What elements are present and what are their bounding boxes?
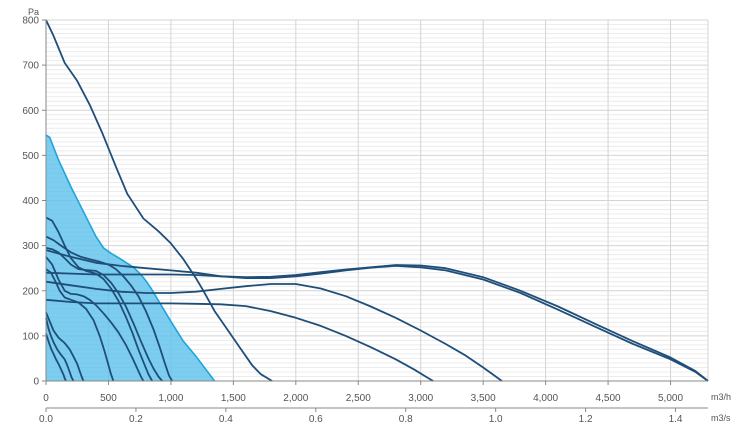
x2-tick-label: 1.2 [579, 414, 593, 425]
x2-tick-label: 0.6 [309, 414, 323, 425]
series-line-7 [45, 247, 163, 382]
x2-unit-label: m3/s [711, 413, 731, 423]
x-tick-label: 3,000 [408, 393, 433, 404]
series-line-9 [45, 256, 145, 382]
series-line-13 [45, 333, 67, 382]
series-line-10 [45, 268, 115, 382]
highlighted-area [46, 135, 215, 381]
series-line-6 [45, 235, 173, 382]
x2-tick-label: 0.0 [39, 414, 53, 425]
x-tick-label: 2,000 [283, 393, 308, 404]
axes [42, 19, 708, 412]
x-tick-label: 0 [43, 393, 49, 404]
y-tick-label: 0 [33, 377, 39, 388]
y-tick-label: 200 [22, 286, 39, 297]
x2-tick-labels: 0.0 0.2 0.4 0.6 0.8 1.0 1.2 1.4 [39, 414, 683, 425]
x-tick-labels: 0 500 1,000 1,500 2,000 2,500 3,000 3,500 4,000 4… [43, 393, 683, 404]
x-tick-label: 500 [100, 393, 117, 404]
y-tick-labels: 0 100 200 300 400 500 600 700 800 [22, 16, 39, 388]
x2-tick-label: 1.4 [669, 414, 683, 425]
y-tick-label: 400 [22, 196, 39, 207]
x-tick-label: 4,000 [533, 393, 558, 404]
x-tick-label: 1,000 [158, 393, 183, 404]
y-tick-label: 500 [22, 151, 39, 162]
series-line-8 [45, 216, 153, 382]
x-tick-label: 4,500 [596, 393, 621, 404]
major-gridlines [46, 19, 709, 381]
series-line-1 [45, 19, 273, 382]
x2-tick-label: 0.2 [129, 414, 143, 425]
highlighted-line [45, 134, 216, 382]
x2-tick-label: 1.0 [489, 414, 503, 425]
x-tick-label: 3,500 [471, 393, 496, 404]
series-line-11 [45, 312, 85, 382]
y-tick-label: 600 [22, 106, 39, 117]
series-line-12 [45, 317, 75, 382]
y-tick-label: 300 [22, 241, 39, 252]
series-lines [45, 19, 709, 382]
highlighted-series [45, 134, 216, 382]
x2-tick-label: 0.8 [399, 414, 413, 425]
series-line-3 [45, 264, 709, 382]
x2-tick-label: 0.4 [219, 414, 233, 425]
y-tick-label: 800 [22, 16, 39, 27]
y-tick-label: 700 [22, 61, 39, 72]
y-unit-label: Pa [28, 7, 39, 17]
x-unit-label: m3/h [711, 392, 731, 402]
x-tick-label: 2,500 [346, 393, 371, 404]
x-tick-label: 5,000 [658, 393, 683, 404]
x-tick-label: 1,500 [221, 393, 246, 404]
y-tick-label: 100 [22, 331, 39, 342]
series-line-5 [45, 298, 434, 382]
series-line-4 [45, 280, 503, 382]
